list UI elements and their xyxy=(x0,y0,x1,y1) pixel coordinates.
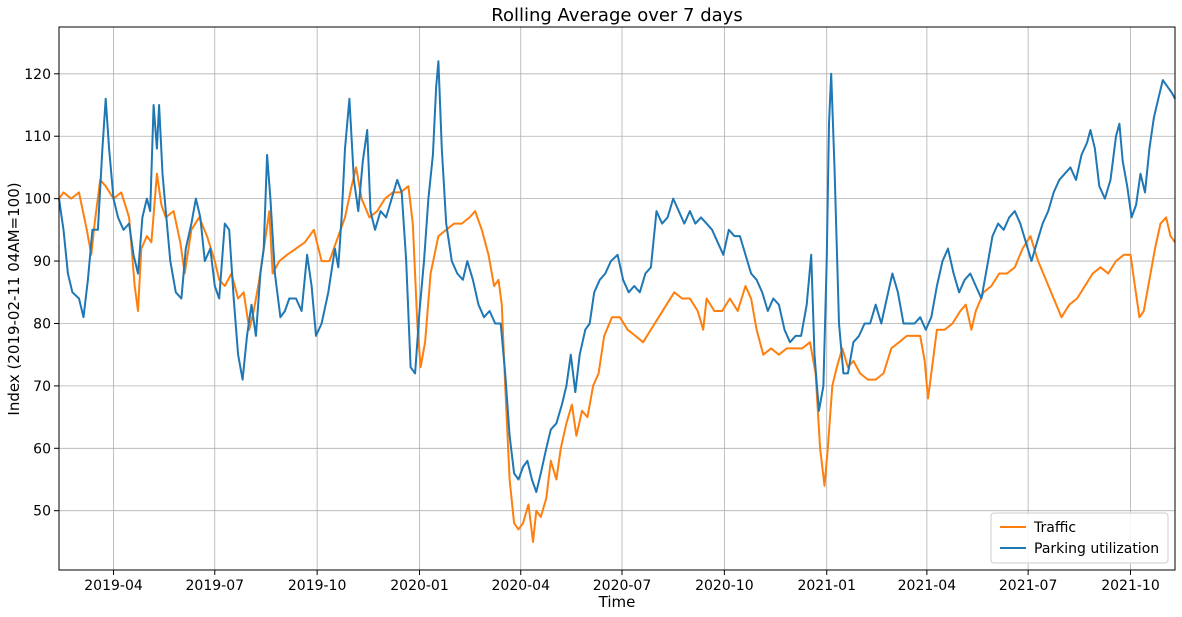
legend: Traffic Parking utilization xyxy=(990,512,1169,564)
series-line-parking-utilization xyxy=(58,60,1176,493)
y-axis-title: Index (2019-02-11 04AM=100) xyxy=(5,182,23,415)
x-tick-label: 2021-04 xyxy=(898,578,957,594)
chart-title: Rolling Average over 7 days xyxy=(491,5,742,26)
x-axis: 2019-04 2019-07 2019-10 2020-01 2020-04 2020-… xyxy=(84,570,1160,594)
series-group xyxy=(58,60,1176,543)
x-tick-label: 2021-10 xyxy=(1101,578,1160,594)
y-tick-label: 90 xyxy=(33,254,51,270)
y-tick-label: 110 xyxy=(24,129,51,145)
x-tick-label: 2020-07 xyxy=(593,578,652,594)
grid xyxy=(59,27,1175,570)
x-tick-label: 2021-07 xyxy=(999,578,1058,594)
series-line-traffic xyxy=(58,166,1176,543)
x-axis-title: Time xyxy=(598,593,636,611)
legend-label: Parking utilization xyxy=(1034,541,1159,557)
x-tick-label: 2020-10 xyxy=(695,578,754,594)
x-tick-label: 2019-07 xyxy=(186,578,245,594)
legend-box xyxy=(990,512,1169,564)
x-tick-label: 2020-04 xyxy=(492,578,551,594)
y-tick-label: 70 xyxy=(33,379,51,395)
y-tick-label: 120 xyxy=(24,67,51,83)
plot-frame xyxy=(58,26,1176,571)
x-tick-label: 2019-10 xyxy=(288,578,347,594)
legend-label: Traffic xyxy=(1033,520,1076,536)
x-tick-label: 2020-01 xyxy=(390,578,449,594)
y-tick-label: 80 xyxy=(33,316,51,332)
y-axis: 50 60 70 80 90 100 110 120 xyxy=(24,67,59,520)
x-tick-label: 2019-04 xyxy=(84,578,143,594)
y-tick-label: 50 xyxy=(33,504,51,520)
x-tick-label: 2021-01 xyxy=(797,578,856,594)
y-tick-label: 60 xyxy=(33,441,51,457)
y-tick-label: 100 xyxy=(24,192,51,208)
